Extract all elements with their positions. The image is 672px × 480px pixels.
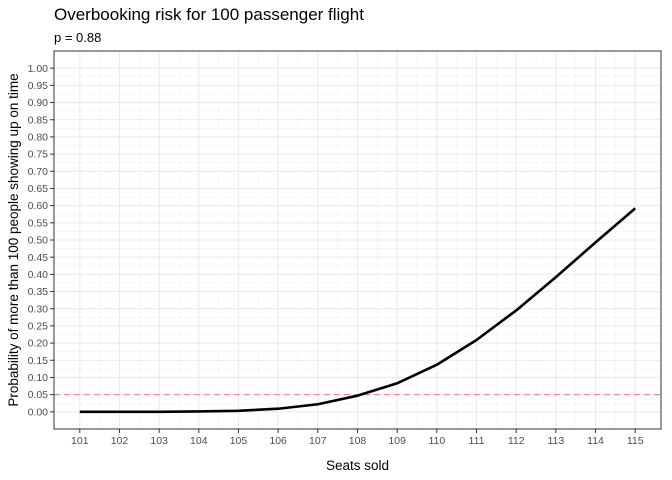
y-axis-ticks: 0.00 0.05 0.10 0.15 0.20 0.25 0.30 0.35 0.40 0.45…	[28, 63, 54, 418]
y-tick-label: 0.90	[28, 97, 49, 109]
series-line	[79, 207, 637, 414]
x-tick-label: 114	[587, 435, 604, 447]
y-tick-label: 0.50	[28, 235, 49, 247]
x-tick-label: 112	[508, 435, 525, 447]
x-axis-title: Seats sold	[326, 458, 389, 473]
y-tick-label: 0.60	[28, 200, 49, 212]
y-tick-label: 0.70	[28, 166, 49, 178]
x-axis-ticks: 101 102 103 104 105 106 107 108 109 110 111 112 113 1…	[71, 429, 644, 447]
x-tick-label: 107	[309, 435, 327, 447]
x-tick-label: 110	[428, 435, 445, 447]
y-tick-label: 0.75	[28, 149, 49, 161]
x-tick-label: 101	[71, 435, 89, 447]
y-axis-title: Probability of more than 100 people show…	[6, 73, 21, 406]
x-tick-label: 105	[230, 435, 248, 447]
x-tick-label: 108	[349, 435, 367, 447]
y-tick-label: 0.40	[28, 269, 49, 281]
x-tick-label: 103	[150, 435, 168, 447]
y-tick-label: 0.15	[28, 355, 49, 367]
x-tick-label: 109	[388, 435, 406, 447]
y-tick-label: 0.05	[28, 389, 49, 401]
y-tick-label: 0.85	[28, 114, 49, 126]
x-tick-label: 106	[269, 435, 287, 447]
grid	[54, 51, 661, 429]
y-tick-label: 0.95	[28, 80, 49, 92]
y-tick-label: 1.00	[28, 63, 49, 75]
y-tick-label: 0.20	[28, 338, 49, 350]
chart-title: Overbooking risk for 100 passenger fligh…	[54, 5, 364, 24]
y-tick-label: 0.25	[28, 321, 49, 333]
x-tick-label: 115	[627, 435, 644, 447]
x-tick-label: 104	[190, 435, 208, 447]
y-tick-label: 0.10	[28, 372, 49, 384]
y-tick-label: 0.55	[28, 217, 49, 229]
y-tick-label: 0.45	[28, 252, 49, 264]
y-tick-label: 0.65	[28, 183, 49, 195]
x-tick-label: 113	[547, 435, 564, 447]
y-tick-label: 0.80	[28, 132, 49, 144]
x-tick-label: 111	[469, 435, 485, 447]
series-layer	[79, 207, 637, 414]
y-tick-label: 0.30	[28, 303, 49, 315]
y-tick-label: 0.35	[28, 286, 49, 298]
chart-subtitle: p = 0.88	[54, 30, 102, 45]
y-tick-label: 0.00	[28, 406, 49, 418]
x-tick-label: 102	[111, 435, 129, 447]
